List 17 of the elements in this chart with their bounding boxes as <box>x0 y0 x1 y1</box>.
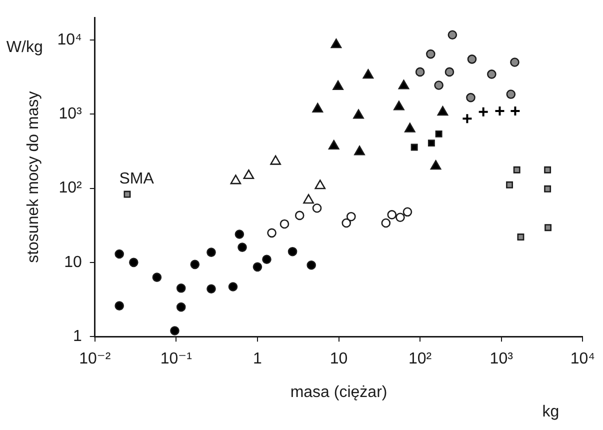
y-tick-label: 10³ <box>58 106 83 122</box>
x-tick-label: 10³ <box>490 350 514 368</box>
x-axis-title: masa (ciężar) <box>290 384 388 401</box>
text: W/kg <box>6 39 43 56</box>
y-axis-title: stosunek mocy do masy <box>25 91 42 263</box>
annotation: SMA <box>119 170 154 188</box>
x-tick-label: 10² <box>408 350 432 368</box>
x-tick-label: 10 <box>330 350 348 368</box>
x-tick-label: 10⁻² <box>79 350 112 368</box>
y-tick-label: 10⁴ <box>57 31 82 48</box>
y-tick-label: 10 <box>64 254 82 271</box>
y-tick-label: 10² <box>58 180 83 197</box>
text: kg <box>542 403 560 420</box>
x-tick-label: 1 <box>253 350 262 368</box>
y-tick-label: 1 <box>72 328 82 346</box>
x-tick-label: 10⁴ <box>570 350 596 368</box>
x-tick-label: 10⁻¹ <box>160 350 192 368</box>
